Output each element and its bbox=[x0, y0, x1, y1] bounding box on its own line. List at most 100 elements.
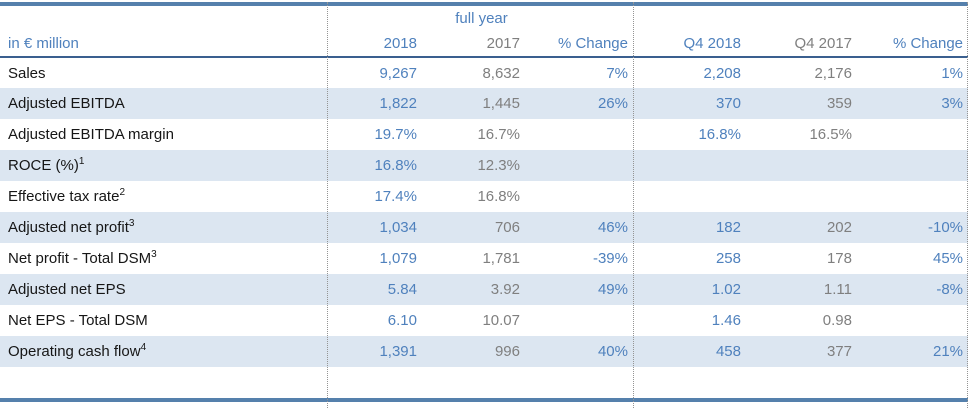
table-row-roce: ROCE (%)1 16.8% 12.3% bbox=[0, 150, 969, 181]
cell-q4-2017: 1.11 bbox=[823, 281, 852, 298]
cell-fy-2017: 16.7% bbox=[477, 126, 520, 143]
row-label-text: Operating cash flow bbox=[8, 343, 141, 360]
table-header: full year in € million 2018 2017 % Chang… bbox=[0, 4, 969, 57]
cell-q4-2018: 458 bbox=[715, 343, 741, 360]
financial-summary-table: full year in € million 2018 2017 % Chang… bbox=[0, 2, 969, 402]
cell-q4-change: 45% bbox=[932, 250, 964, 267]
row-label-text: Adjusted net EPS bbox=[8, 281, 126, 298]
cell-fy-2017: 1,781 bbox=[482, 250, 520, 267]
cell-fy-2018: 16.8% bbox=[374, 157, 417, 174]
col-header-q4-change: % Change bbox=[892, 35, 964, 52]
cell-fy-2018: 17.4% bbox=[374, 188, 417, 205]
cell-fy-change: 26% bbox=[597, 95, 628, 112]
group-spacer-cell bbox=[0, 4, 327, 31]
cell-q4-2018: 182 bbox=[715, 219, 741, 236]
cell-q4-change: -10% bbox=[927, 219, 964, 236]
cell-fy-2017: 3.92 bbox=[490, 281, 520, 298]
row-label-text: Adjusted EBITDA bbox=[8, 95, 125, 112]
row-label: Net EPS - Total DSM bbox=[0, 305, 327, 336]
footnote-marker: 2 bbox=[119, 187, 126, 198]
cell-fy-change bbox=[525, 119, 633, 150]
footnote-marker: 4 bbox=[140, 342, 147, 353]
row-label-text: ROCE (%) bbox=[8, 157, 79, 174]
cell-fy-2017: 10.07 bbox=[482, 312, 520, 329]
table-row-sales: Sales 9,267 8,632 7% 2,208 2,176 1% bbox=[0, 57, 968, 88]
row-label: Net profit - Total DSM3 bbox=[0, 243, 327, 274]
row-label: Sales bbox=[0, 57, 327, 88]
table-row-adjusted-net-profit: Adjusted net profit3 1,034 706 46% 182 2… bbox=[0, 212, 969, 243]
table-row-adjusted-net-eps: Adjusted net EPS 5.84 3.92 49% 1.02 1.11… bbox=[0, 274, 969, 305]
cell-fy-2017: 706 bbox=[494, 219, 520, 236]
cell-fy-2018: 9,267 bbox=[379, 64, 417, 82]
cell-q4-2017 bbox=[746, 150, 857, 181]
table-row-net-eps-total-dsm: Net EPS - Total DSM 6.10 10.07 1.46 0.98 bbox=[0, 305, 968, 336]
cell-q4-2018: 370 bbox=[715, 95, 741, 112]
row-label: Adjusted net profit3 bbox=[0, 212, 327, 243]
row-label-text: Net EPS - Total DSM bbox=[8, 312, 148, 329]
cell-q4-change bbox=[857, 181, 968, 212]
col-header-q4-2017: Q4 2017 bbox=[794, 35, 852, 52]
column-group-row: full year bbox=[0, 4, 968, 31]
cell-q4-change bbox=[857, 119, 968, 150]
col-header-fy-change: % Change bbox=[557, 35, 628, 52]
footnote-marker: 1 bbox=[78, 156, 85, 167]
cell-q4-2017 bbox=[746, 181, 857, 212]
cell-fy-change bbox=[525, 150, 633, 181]
cell-q4-2017: 2,176 bbox=[814, 64, 852, 82]
row-label: Adjusted net EPS bbox=[0, 274, 327, 305]
cell-q4-change: 1% bbox=[941, 64, 964, 82]
col-header-q4-2018: Q4 2018 bbox=[683, 35, 741, 52]
cell-q4-2017: 178 bbox=[826, 250, 852, 267]
cell-fy-2018: 19.7% bbox=[374, 126, 417, 143]
cell-q4-change: 21% bbox=[932, 343, 964, 360]
table-row-adjusted-ebitda-margin: Adjusted EBITDA margin 19.7% 16.7% 16.8%… bbox=[0, 119, 968, 150]
cell-fy-change bbox=[525, 305, 633, 336]
cell-q4-change: 3% bbox=[941, 95, 964, 112]
row-label-text: Effective tax rate bbox=[8, 188, 120, 205]
cell-q4-change: -8% bbox=[936, 281, 964, 298]
cell-fy-change: 7% bbox=[606, 64, 628, 82]
q4-group-spacer-cell bbox=[633, 4, 968, 31]
cell-q4-2018: 258 bbox=[715, 250, 741, 267]
cell-fy-2018: 6.10 bbox=[387, 312, 417, 329]
row-label-text: Net profit - Total DSM bbox=[8, 250, 152, 267]
col-header-fy-2017: 2017 bbox=[486, 35, 520, 52]
row-label-text: Adjusted net profit bbox=[8, 219, 129, 236]
cell-fy-change: 40% bbox=[597, 343, 628, 360]
cell-q4-2017: 202 bbox=[826, 219, 852, 236]
table-row-effective-tax-rate: Effective tax rate2 17.4% 16.8% bbox=[0, 181, 968, 212]
table-body: Sales 9,267 8,632 7% 2,208 2,176 1% Adju… bbox=[0, 57, 969, 400]
cell-q4-2017: 377 bbox=[826, 343, 852, 360]
cell-fy-change: 49% bbox=[597, 281, 628, 298]
cell-fy-2018: 1,391 bbox=[379, 343, 417, 360]
footnote-marker: 3 bbox=[151, 249, 157, 260]
cell-fy-2017: 1,445 bbox=[482, 95, 520, 112]
unit-label: in € million bbox=[8, 35, 79, 52]
cell-fy-2018: 1,822 bbox=[379, 95, 417, 112]
cell-fy-2017: 12.3% bbox=[477, 157, 520, 174]
cell-q4-2018 bbox=[633, 150, 746, 181]
col-header-fy-2018: 2018 bbox=[383, 35, 417, 52]
row-label-text: Sales bbox=[8, 64, 46, 82]
cell-q4-2018: 16.8% bbox=[698, 126, 741, 143]
cell-fy-change bbox=[525, 181, 633, 212]
row-label: Adjusted EBITDA margin bbox=[0, 119, 327, 150]
row-label: Effective tax rate2 bbox=[0, 181, 327, 212]
cell-fy-change: -39% bbox=[592, 250, 628, 267]
row-label: ROCE (%)1 bbox=[0, 150, 327, 181]
cell-q4-2017: 16.5% bbox=[809, 126, 852, 143]
cell-q4-2017: 0.98 bbox=[822, 312, 852, 329]
cell-fy-2018: 5.84 bbox=[387, 281, 417, 298]
cell-fy-2018: 1,034 bbox=[379, 219, 417, 236]
row-label-text: Adjusted EBITDA margin bbox=[8, 126, 174, 143]
cell-q4-2018: 1.46 bbox=[711, 312, 741, 329]
full-year-group-label: full year bbox=[455, 10, 508, 27]
cell-fy-2017: 996 bbox=[494, 343, 520, 360]
cell-q4-change bbox=[857, 150, 968, 181]
bottom-spacer-row bbox=[0, 367, 969, 400]
footnote-marker: 3 bbox=[128, 218, 135, 229]
cell-q4-2017: 359 bbox=[826, 95, 852, 112]
cell-fy-2017: 16.8% bbox=[477, 188, 520, 205]
cell-q4-2018: 2,208 bbox=[703, 64, 741, 82]
